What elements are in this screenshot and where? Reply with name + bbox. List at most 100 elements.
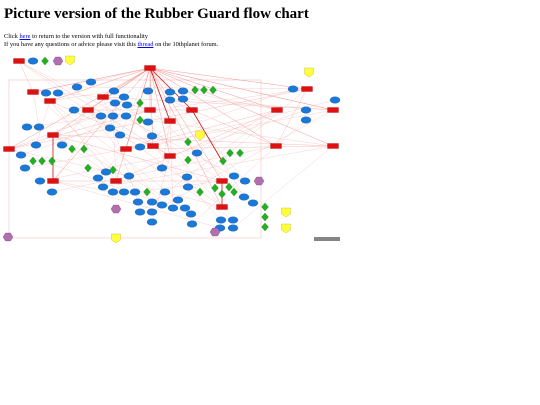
edge [18,60,34,93]
edge [8,67,151,150]
intro-line: Click here to return to the version with… [4,33,148,41]
technique-node [179,204,191,212]
position-node [13,58,25,64]
return-link[interactable]: here [19,33,31,40]
technique-node [104,124,116,132]
transition-node [209,85,217,95]
technique-node [71,83,83,91]
position-node [216,178,228,184]
position-node [97,94,109,100]
text: If you have any questions or advice plea… [4,41,136,48]
technique-node [134,143,146,151]
technique-node [121,101,133,109]
technique-node [129,188,141,196]
edge [139,109,193,148]
edge [52,134,334,147]
edge [191,109,277,147]
technique-node [95,112,107,120]
position-node [327,107,339,113]
edge [147,121,223,208]
edge [275,88,308,147]
edge [49,67,151,102]
technique-node [300,106,312,114]
technique-node [300,116,312,124]
nodes [2,55,341,244]
technique-node [156,164,168,172]
transition-node [261,212,269,222]
transition-node [261,222,269,232]
technique-node [27,57,39,65]
transition-node [109,165,117,175]
technique-node [182,183,194,191]
edge [187,88,308,188]
transition-node [226,148,234,158]
edge [32,91,153,203]
frame [8,79,262,239]
position-node [47,178,59,184]
edge [49,100,117,182]
technique-node [191,149,203,157]
position-node [327,143,339,149]
transition-node [184,155,192,165]
edge [52,134,107,173]
transition-node [196,187,204,197]
technique-node [68,106,80,114]
edge [232,145,334,229]
technique-node [142,118,154,126]
edge [149,67,223,208]
technique-node [247,199,259,207]
edge [149,67,308,90]
edge [182,90,278,111]
edge [151,109,334,213]
edge [149,67,246,182]
forum-link[interactable]: thread [137,41,154,48]
technique-node [185,210,197,218]
edge [8,104,128,150]
page-title: Picture version of the Rubber Guard flow… [4,6,309,22]
technique-node [19,164,31,172]
edge [196,109,278,154]
edge [161,120,171,169]
technique-node [227,224,239,232]
technique-node [52,89,64,97]
submission-node [110,204,122,214]
transition-node [211,183,219,193]
note-node [65,55,75,66]
transition-node [143,187,151,197]
technique-node [177,95,189,103]
note-node [111,233,121,244]
technique-node [181,173,193,181]
technique-node [118,93,130,101]
technique-node [329,96,341,104]
transition-node [80,144,88,154]
technique-node [109,99,121,107]
edge [115,109,278,182]
edge [52,67,151,182]
submission-node [253,176,265,186]
position-node [301,86,313,92]
edge [39,155,171,182]
transition-node [68,144,76,154]
edge [24,109,334,169]
edge [149,67,334,111]
note-node [195,130,205,141]
position-node [44,98,56,104]
text: on the 10thplanet forum. [155,41,219,48]
edge [52,102,116,136]
technique-node [100,168,112,176]
position-node [164,153,176,159]
edge [275,119,307,147]
position-node [47,132,59,138]
position-node [27,89,39,95]
position-node [82,107,94,113]
note-node [304,67,314,78]
technique-node [30,141,42,149]
edge [76,86,308,90]
edge [134,180,223,193]
technique-node [46,188,58,196]
submission-node [209,227,221,237]
technique-node [287,85,299,93]
edge [49,100,179,201]
edge [87,96,125,111]
edge [149,91,171,111]
